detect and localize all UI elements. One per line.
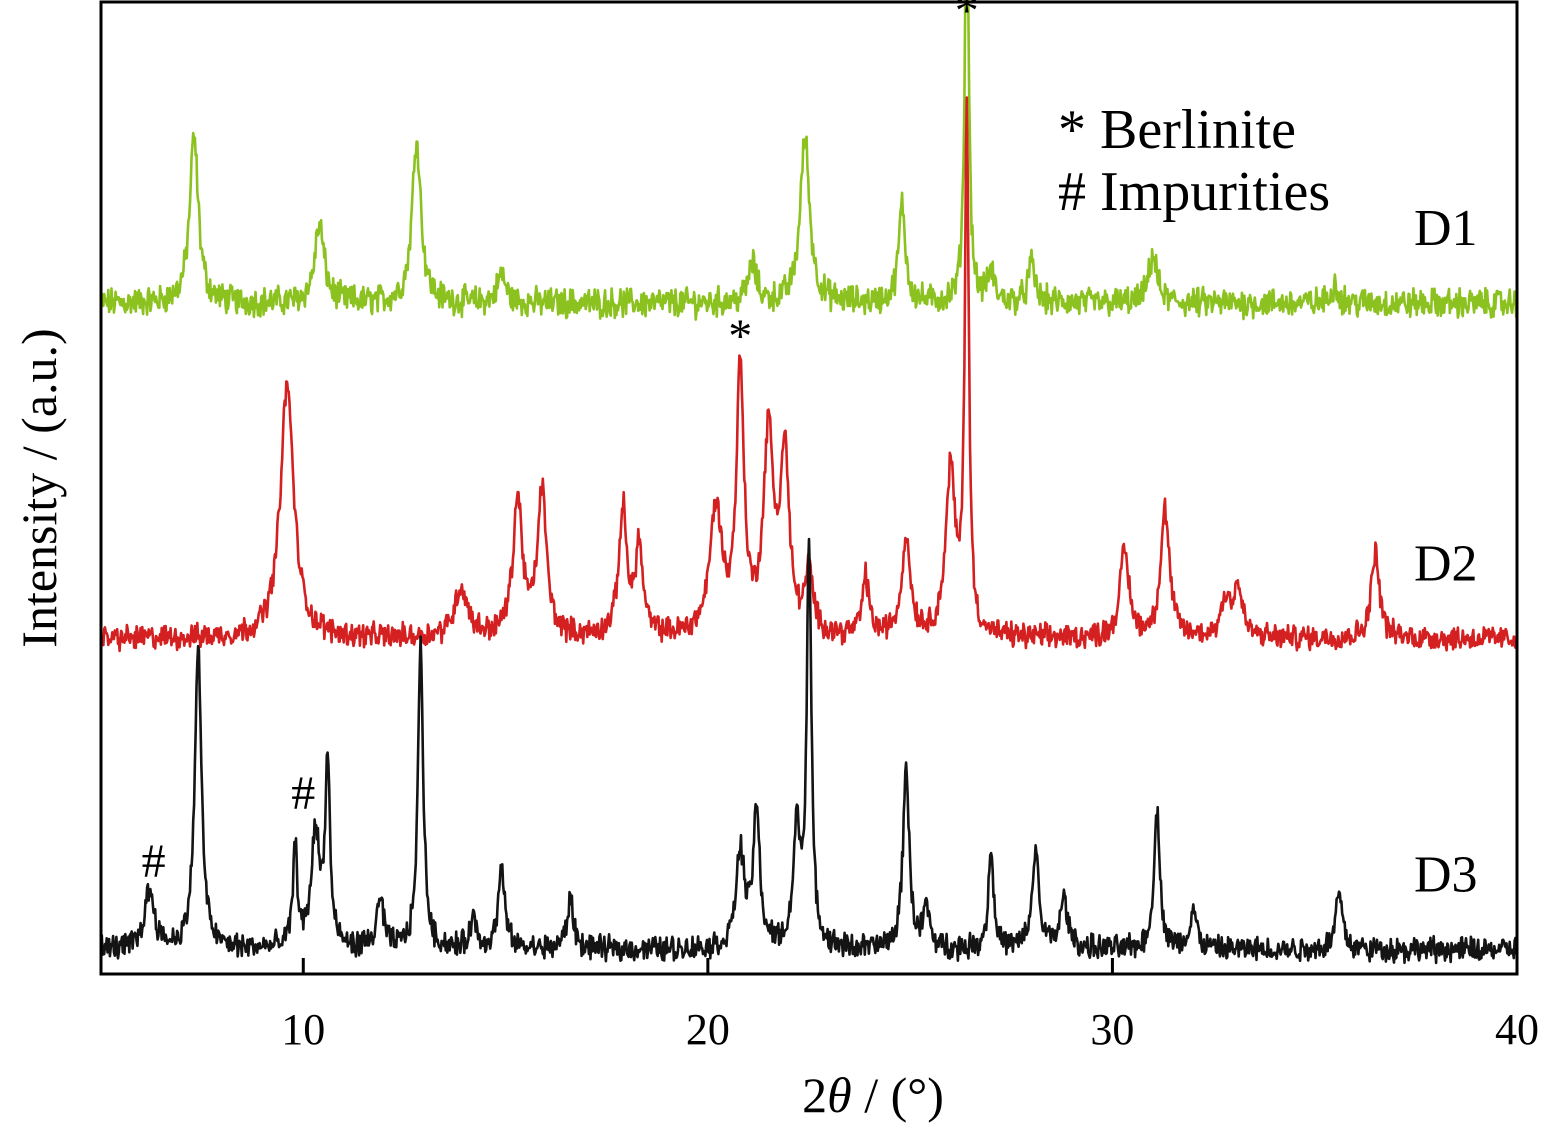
plot-frame: [99, 0, 1519, 976]
series-label-d2: D2: [1414, 535, 1478, 592]
x-tick-label-40: 40: [1495, 1005, 1539, 1054]
x-tick-label-10: 10: [281, 1005, 325, 1054]
x-tick-label-30: 30: [1090, 1005, 1134, 1054]
series-label-d3: D3: [1414, 846, 1478, 903]
peak-markers: * * # #: [142, 0, 979, 888]
x-tick-label-20: 20: [686, 1005, 730, 1054]
legend-entry-1: # Impurities: [1058, 161, 1330, 223]
x-axis-title: 2θ / (°): [802, 1067, 944, 1123]
legend: * Berlinite # Impurities: [1058, 99, 1330, 223]
peak-marker-0: *: [955, 0, 979, 37]
legend-entry-0: * Berlinite: [1058, 99, 1296, 161]
series-layer: [99, 0, 1519, 965]
peak-marker-2: #: [142, 835, 166, 888]
x-axis-ticks: 10 20 30 40: [281, 958, 1539, 1054]
series-label-d1: D1: [1414, 200, 1478, 257]
series-line-d1: [99, 0, 1519, 321]
y-axis-title: Intensity / (a.u.): [11, 328, 67, 647]
peak-marker-1: *: [728, 310, 752, 363]
series-labels: D1 D2 D3: [1414, 200, 1478, 903]
series-line-d3: [99, 537, 1519, 965]
peak-marker-3: #: [291, 767, 315, 820]
